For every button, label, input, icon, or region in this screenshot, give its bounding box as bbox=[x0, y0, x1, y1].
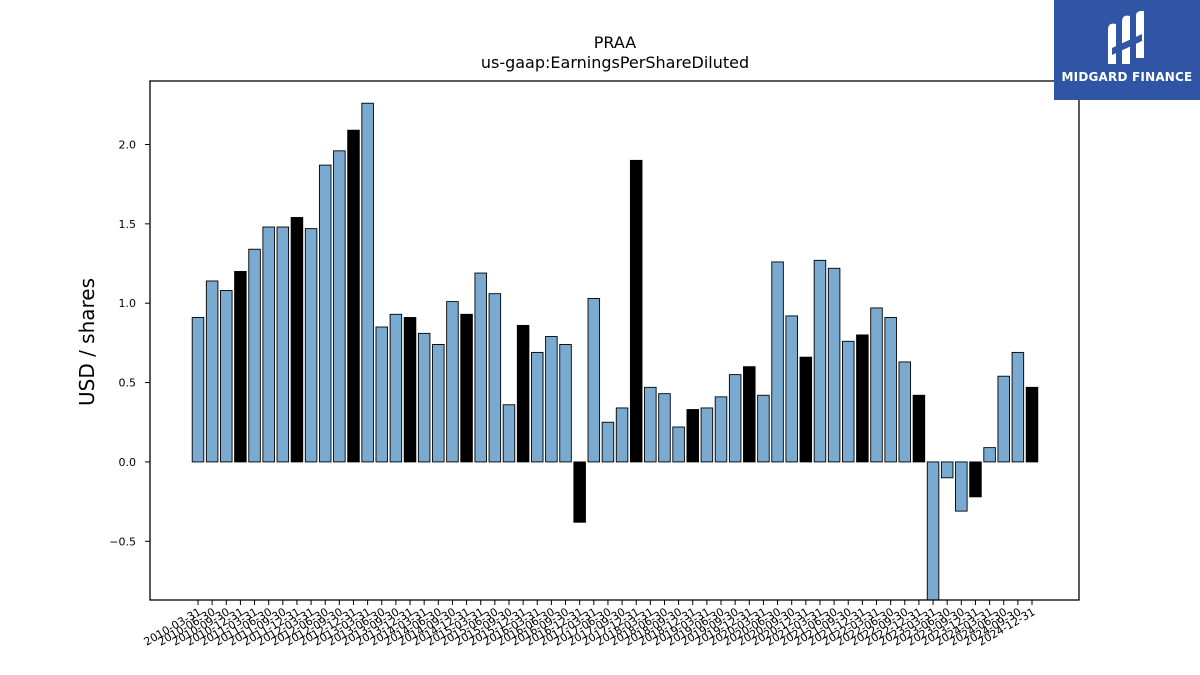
bar-2011-12-31 bbox=[290, 217, 304, 463]
bar-2010-12-31 bbox=[234, 271, 247, 463]
bar-2024-06-30 bbox=[997, 375, 1010, 463]
bar-2017-12-31 bbox=[629, 159, 643, 463]
bar-2024-09-30 bbox=[1011, 351, 1025, 463]
bar-2016-12-31 bbox=[573, 461, 586, 523]
bar-2013-03-31 bbox=[361, 102, 374, 463]
y-tick-label: 1.5 bbox=[119, 218, 137, 231]
bar-2024-03-31 bbox=[983, 447, 996, 463]
bar-2021-06-30 bbox=[827, 267, 841, 463]
bar-2017-03-31 bbox=[587, 297, 601, 463]
y-tick-label: 1.0 bbox=[119, 297, 137, 310]
bar-2021-03-31 bbox=[813, 259, 827, 463]
brand-logo: MIDGARD FINANCE bbox=[1054, 0, 1200, 100]
y-tick-label: 2.0 bbox=[119, 138, 137, 151]
bar-2019-03-31 bbox=[700, 407, 714, 463]
bar-2022-06-30 bbox=[884, 317, 897, 463]
bar-2014-12-31 bbox=[460, 313, 473, 463]
bar-2012-03-31 bbox=[304, 228, 318, 463]
bar-2011-09-30 bbox=[276, 226, 290, 463]
logo-text: MIDGARD FINANCE bbox=[1061, 70, 1193, 84]
bar-2018-03-31 bbox=[644, 386, 657, 463]
bar-2019-09-30 bbox=[728, 374, 742, 463]
bar-2019-12-31 bbox=[743, 366, 756, 463]
bar-2010-03-31 bbox=[191, 317, 205, 463]
bar-2010-06-30 bbox=[205, 280, 219, 463]
bar-2016-03-31 bbox=[531, 351, 544, 463]
bars-group bbox=[191, 102, 1039, 601]
bar-2022-09-30 bbox=[898, 361, 912, 463]
bar-2014-09-30 bbox=[446, 301, 459, 463]
bar-2021-12-31 bbox=[856, 334, 869, 463]
bar-2015-12-31 bbox=[516, 324, 530, 463]
bar-2015-06-30 bbox=[488, 293, 502, 463]
bar-2020-06-30 bbox=[771, 261, 784, 463]
bar-2013-12-31 bbox=[403, 317, 417, 463]
chart-title: PRAA bbox=[594, 33, 637, 52]
x-ticks: 2010-03-312010-06-302010-09-302010-12-31… bbox=[142, 600, 1038, 649]
plot-frame bbox=[149, 80, 1080, 601]
bar-2015-09-30 bbox=[502, 404, 516, 463]
bar-2014-03-31 bbox=[417, 332, 431, 463]
bar-2018-06-30 bbox=[658, 393, 671, 463]
bar-2016-09-30 bbox=[559, 344, 572, 463]
y-axis-label: USD / shares bbox=[75, 278, 99, 406]
bar-2018-09-30 bbox=[672, 426, 685, 463]
midgard-logo-icon bbox=[1108, 10, 1144, 65]
bar-2020-03-31 bbox=[757, 394, 770, 463]
bar-2023-09-30 bbox=[955, 461, 968, 512]
bar-2023-12-31 bbox=[969, 461, 982, 498]
y-tick-label: 0.5 bbox=[119, 377, 137, 390]
bar-2013-06-30 bbox=[375, 326, 389, 463]
bar-2012-09-30 bbox=[333, 150, 346, 463]
bar-2012-06-30 bbox=[318, 164, 332, 463]
bar-2013-09-30 bbox=[389, 313, 403, 463]
bar-2015-03-31 bbox=[474, 272, 487, 463]
bar-2018-12-31 bbox=[686, 409, 699, 463]
bar-2023-03-31 bbox=[926, 461, 940, 601]
bar-2020-12-31 bbox=[799, 356, 813, 463]
y-ticks: −0.5 0.0 0.5 1.0 1.5 2.0 bbox=[109, 138, 150, 548]
bar-2022-03-31 bbox=[870, 307, 883, 463]
bar-2014-06-30 bbox=[432, 344, 445, 463]
bar-2022-12-31 bbox=[912, 394, 926, 463]
bar-2011-03-31 bbox=[248, 248, 261, 463]
bar-2024-12-31 bbox=[1025, 386, 1039, 463]
bar-2016-06-30 bbox=[545, 336, 558, 463]
bar-2023-06-30 bbox=[940, 461, 954, 479]
bar-2010-09-30 bbox=[220, 290, 233, 463]
bar-2021-09-30 bbox=[841, 340, 855, 463]
y-tick-label: 0.0 bbox=[119, 456, 137, 469]
bar-2012-12-31 bbox=[347, 129, 360, 463]
chart-subtitle: us-gaap:EarningsPerShareDiluted bbox=[481, 53, 749, 72]
bar-2017-09-30 bbox=[615, 407, 629, 463]
bar-2020-09-30 bbox=[785, 315, 798, 463]
bar-2011-06-30 bbox=[262, 226, 275, 463]
bar-2019-06-30 bbox=[714, 396, 728, 463]
y-tick-label: −0.5 bbox=[109, 535, 136, 548]
bar-2017-06-30 bbox=[601, 421, 615, 463]
